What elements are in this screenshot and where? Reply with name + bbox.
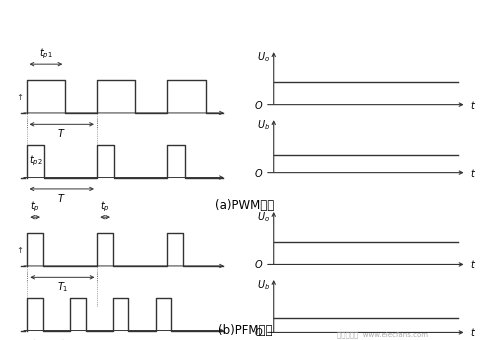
Text: $T$: $T$ — [57, 127, 66, 139]
Text: $t_p$: $t_p$ — [30, 200, 40, 214]
Text: $O$: $O$ — [254, 99, 263, 110]
Text: $t$: $t$ — [470, 326, 476, 338]
Text: $t_p$: $t_p$ — [100, 200, 110, 214]
Text: 电子发烧友  www.elecfans.com: 电子发烧友 www.elecfans.com — [337, 332, 428, 338]
Text: $O$: $O$ — [254, 258, 263, 270]
Text: $U_b$: $U_b$ — [257, 278, 270, 292]
Text: $t$: $t$ — [470, 167, 476, 178]
Text: $T$: $T$ — [57, 191, 66, 204]
Text: $t$: $t$ — [470, 99, 476, 110]
Text: $O$: $O$ — [254, 326, 263, 338]
Text: $t_{p1}$: $t_{p1}$ — [39, 47, 53, 61]
Text: $U_o$: $U_o$ — [257, 210, 270, 224]
Text: (a)PWM方式: (a)PWM方式 — [216, 199, 274, 212]
Text: (b)PFM方式: (b)PFM方式 — [218, 324, 272, 337]
Text: $U_o$: $U_o$ — [257, 50, 270, 64]
Text: $↑$: $↑$ — [16, 92, 23, 102]
Text: $U_b$: $U_b$ — [257, 118, 270, 132]
Text: $O$: $O$ — [254, 167, 263, 178]
Text: $T_1$: $T_1$ — [56, 280, 68, 294]
Text: $t$: $t$ — [470, 258, 476, 270]
Text: $t_{p2}$: $t_{p2}$ — [28, 154, 42, 169]
Text: $↑$: $↑$ — [16, 245, 23, 255]
